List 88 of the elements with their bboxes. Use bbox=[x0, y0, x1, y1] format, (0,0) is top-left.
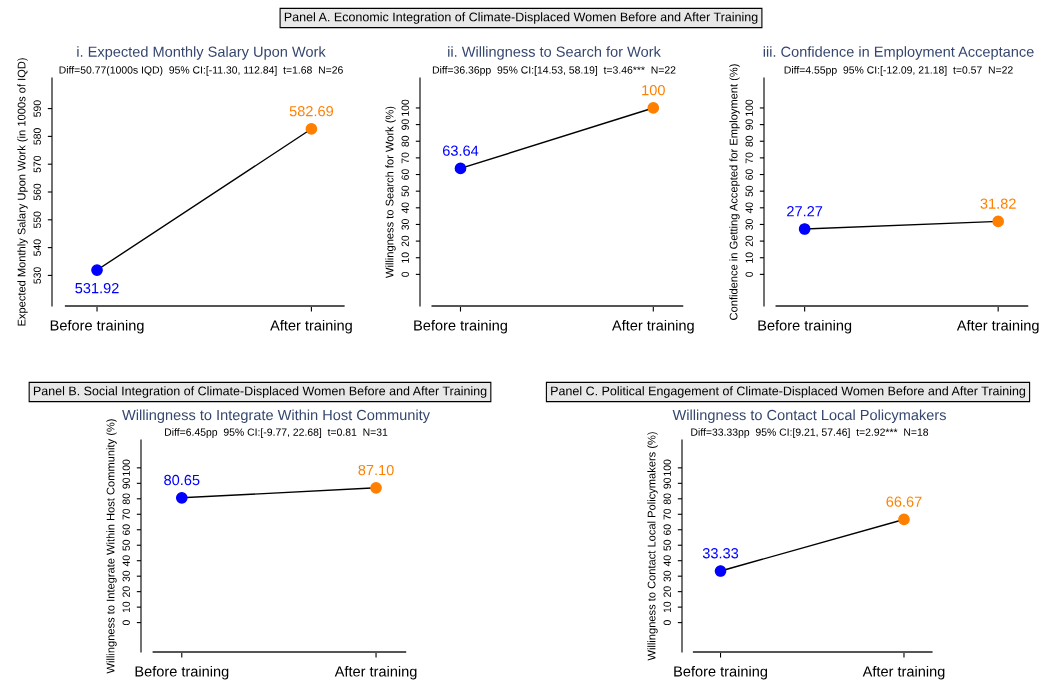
x-tick-label: Before training bbox=[135, 665, 229, 680]
y-tick-label: 80 bbox=[745, 135, 753, 147]
y-tick-label: 0 bbox=[401, 271, 409, 277]
y-tick-label: 0 bbox=[745, 271, 753, 277]
x-tick-label: After training bbox=[862, 665, 945, 680]
data-label: 63.64 bbox=[442, 145, 479, 156]
text: Panel C. Political Engagement of Climate-Displaced Women Before and After Training bbox=[551, 386, 1026, 398]
y-tick-label: 70 bbox=[663, 508, 671, 520]
y-tick-label: 40 bbox=[401, 202, 409, 214]
y-tick-label: 100 bbox=[122, 459, 130, 476]
x-tick-label: Before training bbox=[758, 319, 852, 334]
y-tick-label: 60 bbox=[122, 524, 130, 536]
chart-title: ii. Willingness to Search for Work bbox=[448, 46, 661, 60]
y-tick-label: 30 bbox=[745, 219, 753, 230]
y-tick-label: 10 bbox=[122, 601, 130, 613]
x-tick-label: After training bbox=[270, 319, 352, 334]
y-axis-title: Willingness to Search for Work (%) bbox=[385, 106, 396, 278]
data-label: 582.69 bbox=[289, 105, 334, 117]
y-tick-label: 80 bbox=[663, 493, 671, 505]
y-tick-label: 0 bbox=[122, 620, 130, 626]
y-tick-label: 30 bbox=[663, 570, 671, 582]
x-tick-label: After training bbox=[611, 319, 694, 334]
chart-subtitle: Diff=4.55pp 95% CI:[-12.09, 21.18] t=0.57 N=22 bbox=[784, 66, 1013, 76]
y-tick-label: 560 bbox=[33, 183, 41, 201]
chart-subtitle: Diff=36.36pp 95% CI:[14.53, 58.19] t=3.46*** N=22 bbox=[432, 66, 676, 76]
text: 80.65 bbox=[164, 474, 200, 486]
y-tick-label: 90 bbox=[401, 119, 409, 130]
y-tick-label: 60 bbox=[745, 169, 753, 180]
x-tick-label: Before training bbox=[414, 319, 507, 334]
y-tick-label: 590 bbox=[33, 100, 41, 117]
x-tick-label: After training bbox=[334, 665, 417, 680]
y-axis-title: Expected Monthly Salary Upon Work (in 1000s of IQD) bbox=[17, 58, 28, 326]
y-tick-label: 90 bbox=[122, 477, 130, 489]
y-tick-label: 40 bbox=[122, 555, 130, 567]
y-axis-title: Willingness to Contact Local Policymakers (%) bbox=[647, 432, 658, 661]
data-label: 27.27 bbox=[787, 206, 823, 217]
y-tick-label: 540 bbox=[33, 239, 41, 256]
chart-subtitle: Diff=50.77(1000s IQD) 95% CI:[-11.30, 112.84] t=1.68 N=26 bbox=[59, 66, 343, 76]
y-tick-label: 70 bbox=[122, 508, 130, 520]
y-tick-label: 10 bbox=[745, 252, 753, 263]
y-tick-label: 100 bbox=[401, 99, 409, 116]
y-tick-label: 50 bbox=[122, 539, 130, 551]
y-tick-label: 90 bbox=[745, 119, 753, 130]
y-tick-label: 30 bbox=[401, 219, 409, 230]
y-tick-label: 20 bbox=[745, 235, 753, 247]
y-tick-label: 30 bbox=[122, 570, 130, 582]
y-tick-label: 60 bbox=[401, 169, 409, 180]
y-tick-label: 10 bbox=[663, 601, 671, 613]
y-axis-title: Willingness to Integrate Within Host Community (%) bbox=[106, 419, 117, 674]
y-tick-label: 100 bbox=[745, 99, 753, 116]
y-tick-label: 40 bbox=[663, 555, 671, 567]
x-tick-label: After training bbox=[956, 319, 1039, 334]
chart-title: i. Expected Monthly Salary Upon Work bbox=[77, 46, 326, 60]
y-tick-label: 40 bbox=[745, 202, 753, 214]
y-tick-label: 550 bbox=[33, 211, 41, 229]
data-label: 531.92 bbox=[75, 282, 119, 294]
data-label: 33.33 bbox=[702, 548, 739, 559]
chart-subtitle: Diff=33.33pp 95% CI:[9.21, 57.46] t=2.92*** N=18 bbox=[691, 428, 929, 438]
data-label: 31.82 bbox=[980, 198, 1016, 209]
y-tick-label: 570 bbox=[33, 155, 41, 173]
y-tick-label: 50 bbox=[401, 185, 409, 197]
y-tick-label: 50 bbox=[745, 185, 753, 197]
y-tick-label: 60 bbox=[663, 524, 671, 536]
chart-subtitle: Diff=6.45pp 95% CI:[-9.77, 22.68] t=0.81 N=31 bbox=[165, 428, 388, 438]
y-tick-label: 580 bbox=[33, 128, 41, 145]
y-tick-label: 10 bbox=[401, 252, 409, 263]
text: Panel B. Social Integration of Climate-Displaced Women Before and After Training bbox=[33, 386, 487, 398]
y-tick-label: 70 bbox=[745, 152, 753, 164]
y-tick-label: 80 bbox=[122, 493, 130, 505]
y-tick-label: 90 bbox=[663, 477, 671, 489]
x-tick-label: Before training bbox=[674, 665, 768, 680]
text: 87.10 bbox=[358, 464, 394, 476]
y-tick-label: 80 bbox=[401, 135, 409, 147]
y-tick-label: 20 bbox=[122, 586, 130, 597]
y-tick-label: 70 bbox=[401, 152, 409, 164]
y-tick-label: 20 bbox=[663, 586, 671, 597]
y-axis-title: Confidence in Getting Accepted for Employment (%) bbox=[729, 64, 740, 320]
chart-title: iii. Confidence in Employment Acceptance bbox=[763, 46, 1034, 60]
chart-title: Willingness to Contact Local Policymakers bbox=[672, 409, 946, 424]
y-tick-label: 530 bbox=[33, 267, 41, 284]
y-tick-label: 100 bbox=[663, 459, 671, 476]
y-tick-label: 0 bbox=[663, 620, 671, 626]
chart-title: Willingness to Integrate Within Host Community bbox=[122, 409, 430, 424]
x-tick-label: Before training bbox=[50, 319, 144, 334]
y-tick-label: 50 bbox=[663, 539, 671, 551]
y-tick-label: 20 bbox=[401, 235, 409, 247]
data-label: 66.67 bbox=[886, 496, 922, 507]
text: Panel A. Economic Integration of Climate-Displaced Women Before and After Training bbox=[284, 12, 758, 24]
